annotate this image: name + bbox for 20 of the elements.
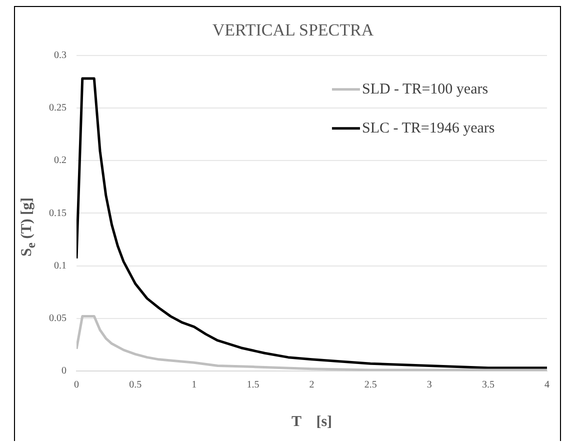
x-tick-label: 1.5 — [246, 380, 260, 391]
y-tick-label: 0.3 — [54, 50, 66, 62]
chart-title: VERTICAL SPECTRA — [212, 20, 374, 40]
legend-label: SLD - TR=100 years — [362, 81, 488, 98]
x-tick-label: 2 — [309, 380, 314, 391]
y-tick-label: 0.05 — [49, 313, 66, 324]
x-tick-label: 3 — [426, 380, 432, 391]
x-tick-label: 0.5 — [129, 380, 142, 391]
y-tick-label: 0.25 — [49, 102, 66, 114]
y-tick-label: 0.1 — [54, 260, 66, 272]
y-tick-label: 0.2 — [54, 155, 66, 166]
x-tick-label: 2.5 — [364, 380, 377, 391]
y-tick-label: 0.15 — [49, 208, 66, 219]
x-tick-label: 1 — [192, 380, 197, 391]
x-tick-label: 0 — [74, 380, 79, 391]
x-axis-title: T [s] — [291, 414, 332, 430]
y-tick-label: 0 — [62, 366, 66, 377]
x-tick-label: 3.5 — [482, 380, 494, 391]
x-tick-label: 4 — [544, 380, 550, 391]
legend-label: SLC - TR=1946 years — [362, 120, 495, 136]
